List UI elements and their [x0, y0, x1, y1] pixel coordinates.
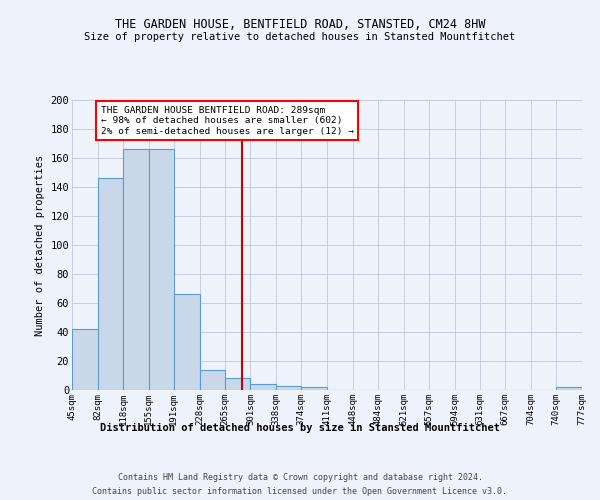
Text: Contains public sector information licensed under the Open Government Licence v3: Contains public sector information licen… — [92, 488, 508, 496]
Bar — [149, 150, 174, 390]
Bar — [556, 387, 582, 390]
Bar — [123, 150, 149, 390]
Bar — [276, 386, 301, 390]
Bar — [199, 370, 225, 390]
Text: THE GARDEN HOUSE, BENTFIELD ROAD, STANSTED, CM24 8HW: THE GARDEN HOUSE, BENTFIELD ROAD, STANST… — [115, 18, 485, 30]
Bar — [174, 294, 199, 390]
Text: Size of property relative to detached houses in Stansted Mountfitchet: Size of property relative to detached ho… — [85, 32, 515, 42]
Bar — [225, 378, 250, 390]
Text: Distribution of detached houses by size in Stansted Mountfitchet: Distribution of detached houses by size … — [100, 422, 500, 432]
Bar — [72, 329, 98, 390]
Text: THE GARDEN HOUSE BENTFIELD ROAD: 289sqm
← 98% of detached houses are smaller (60: THE GARDEN HOUSE BENTFIELD ROAD: 289sqm … — [101, 106, 353, 136]
Bar — [98, 178, 123, 390]
Text: Contains HM Land Registry data © Crown copyright and database right 2024.: Contains HM Land Registry data © Crown c… — [118, 472, 482, 482]
Y-axis label: Number of detached properties: Number of detached properties — [35, 154, 45, 336]
Bar — [250, 384, 276, 390]
Bar — [301, 387, 327, 390]
